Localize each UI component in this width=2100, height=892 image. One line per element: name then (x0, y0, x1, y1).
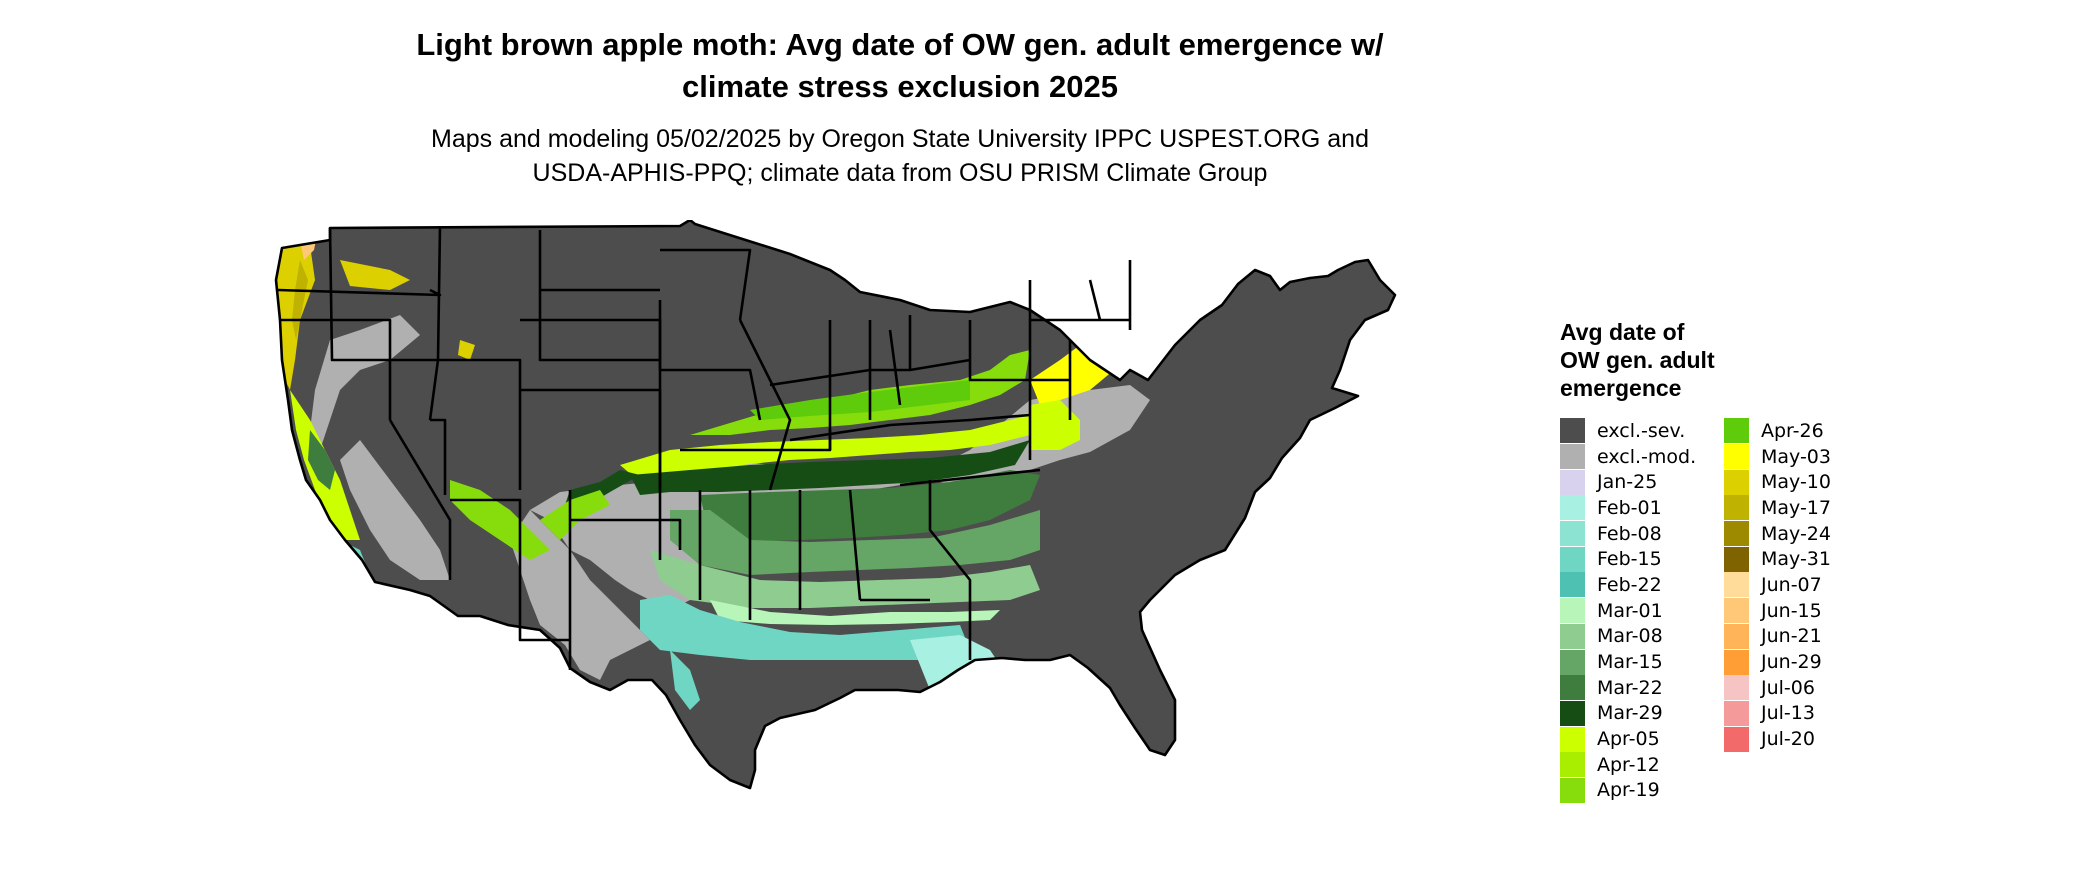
legend-swatch (1560, 521, 1585, 547)
legend-swatch (1724, 598, 1749, 624)
legend-item: excl.-sev. (1560, 418, 1710, 444)
legend-item: Jun-15 (1724, 598, 1874, 624)
legend-swatch (1560, 572, 1585, 598)
legend-swatch (1560, 700, 1585, 726)
legend-label: Mar-01 (1597, 599, 1663, 622)
legend-title-line-3: emergence (1560, 375, 1682, 401)
legend: Avg date of OW gen. adult emergence excl… (1560, 318, 2060, 803)
legend-label: Jun-21 (1761, 625, 1822, 648)
legend-label: May-24 (1761, 522, 1831, 545)
legend-label: Jul-06 (1761, 676, 1815, 699)
legend-swatch (1724, 444, 1749, 470)
legend-item: Mar-29 (1560, 700, 1710, 727)
legend-item: Jul-20 (1724, 726, 1874, 752)
legend-label: May-31 (1761, 548, 1831, 571)
legend-swatch (1560, 418, 1585, 444)
legend-label: Apr-26 (1761, 419, 1824, 442)
legend-item: Jul-13 (1724, 700, 1874, 727)
legend-title: Avg date of OW gen. adult emergence (1560, 318, 2060, 402)
legend-item: Mar-08 (1560, 623, 1710, 650)
legend-label: excl.-mod. (1597, 445, 1697, 468)
legend-swatch (1560, 546, 1585, 572)
legend-label: Apr-19 (1597, 779, 1660, 802)
legend-swatch (1560, 444, 1585, 470)
legend-label: Feb-22 (1597, 573, 1662, 596)
legend-label: Jun-29 (1761, 651, 1822, 674)
legend-item: Jun-07 (1724, 572, 1874, 598)
legend-swatch (1560, 752, 1585, 778)
legend-swatch (1724, 700, 1749, 726)
legend-swatch (1724, 726, 1749, 752)
map-subtitle-line-2: USDA-APHIS-PPQ; climate data from OSU PR… (532, 159, 1268, 187)
legend-swatch (1724, 521, 1749, 547)
legend-swatch (1560, 495, 1585, 521)
us-map (274, 220, 1397, 790)
legend-swatch (1560, 726, 1585, 752)
legend-item: May-31 (1724, 546, 1874, 572)
legend-title-line-2: OW gen. adult (1560, 347, 1715, 373)
legend-item: Feb-22 (1560, 572, 1710, 598)
legend-swatch (1560, 469, 1585, 495)
legend-label: May-17 (1761, 496, 1831, 519)
legend-item: Feb-08 (1560, 521, 1710, 547)
legend-item: Mar-01 (1560, 598, 1710, 624)
legend-swatch (1560, 598, 1585, 624)
legend-swatch (1724, 675, 1749, 701)
legend-label: Jul-20 (1761, 728, 1815, 751)
legend-label: Jul-13 (1761, 702, 1815, 725)
legend-swatch (1560, 675, 1585, 701)
legend-label: Apr-05 (1597, 728, 1660, 751)
map-subtitle: Maps and modeling 05/02/2025 by Oregon S… (300, 122, 1500, 190)
legend-label: May-10 (1761, 471, 1831, 494)
legend-label: Feb-01 (1597, 496, 1662, 519)
legend-item: Apr-19 (1560, 777, 1710, 804)
legend-item: Jun-21 (1724, 623, 1874, 650)
map-title-line-2: climate stress exclusion 2025 (682, 69, 1118, 104)
legend-item: May-03 (1724, 444, 1874, 470)
legend-label: Mar-15 (1597, 651, 1663, 674)
map-title-line-1: Light brown apple moth: Avg date of OW g… (416, 27, 1384, 62)
legend-label: Feb-08 (1597, 522, 1662, 545)
legend-item: Apr-05 (1560, 726, 1710, 752)
legend-label: Apr-12 (1597, 753, 1660, 776)
legend-item: Feb-15 (1560, 546, 1710, 572)
legend-swatch (1560, 623, 1585, 649)
legend-label: Mar-22 (1597, 676, 1663, 699)
map-title: Light brown apple moth: Avg date of OW g… (300, 24, 1500, 108)
legend-label: Mar-29 (1597, 702, 1663, 725)
legend-label: excl.-sev. (1597, 419, 1686, 442)
legend-label: Jun-07 (1761, 573, 1822, 596)
legend-item: Apr-12 (1560, 752, 1710, 778)
legend-swatch (1724, 649, 1749, 675)
legend-column-2: Apr-26 May-03 May-10 May-17 May-24 May-31 Jun-… (1724, 418, 1874, 803)
map-subtitle-line-1: Maps and modeling 05/02/2025 by Oregon S… (431, 125, 1369, 153)
legend-label: Mar-08 (1597, 625, 1663, 648)
legend-item: Apr-26 (1724, 418, 1874, 444)
legend-item: excl.-mod. (1560, 444, 1710, 470)
legend-item: Jun-29 (1724, 649, 1874, 675)
legend-columns: excl.-sev. excl.-mod. Jan-25 Feb-01 Feb-08 Fe… (1560, 418, 2060, 803)
legend-label: Jun-15 (1761, 599, 1822, 622)
legend-item: Jul-06 (1724, 675, 1874, 701)
legend-swatch (1724, 469, 1749, 495)
legend-item: May-10 (1724, 469, 1874, 495)
legend-label: May-03 (1761, 445, 1831, 468)
legend-swatch (1724, 418, 1749, 444)
legend-swatch (1724, 546, 1749, 572)
legend-label: Feb-15 (1597, 548, 1662, 571)
legend-swatch (1724, 495, 1749, 521)
legend-swatch (1560, 649, 1585, 675)
legend-title-line-1: Avg date of (1560, 319, 1685, 345)
legend-item: Feb-01 (1560, 495, 1710, 521)
legend-item: Mar-15 (1560, 649, 1710, 675)
legend-item: May-17 (1724, 495, 1874, 521)
legend-column-1: excl.-sev. excl.-mod. Jan-25 Feb-01 Feb-08 Fe… (1560, 418, 1710, 803)
legend-label: Jan-25 (1597, 471, 1658, 494)
legend-swatch (1724, 623, 1749, 649)
legend-item: Mar-22 (1560, 675, 1710, 701)
legend-item: May-24 (1724, 521, 1874, 547)
legend-item: Jan-25 (1560, 469, 1710, 495)
legend-swatch (1724, 572, 1749, 598)
legend-swatch (1560, 777, 1585, 803)
